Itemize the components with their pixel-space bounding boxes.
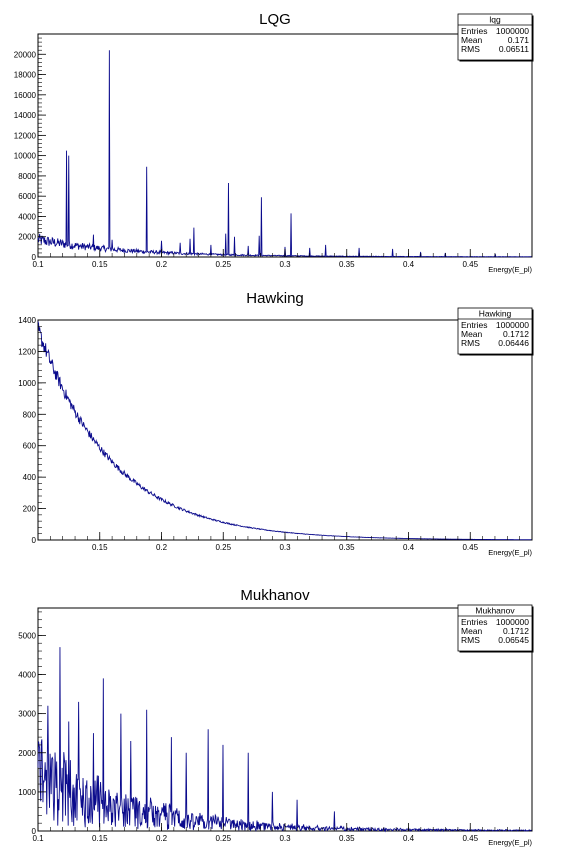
y-tick-label: 10000 — [14, 152, 37, 161]
x-tick-label: 0.45 — [462, 260, 478, 269]
y-tick-label: 16000 — [14, 91, 37, 100]
x-tick-label: 0.2 — [156, 260, 168, 269]
y-tick-label: 0 — [32, 253, 37, 262]
x-tick-label: 0.4 — [403, 260, 415, 269]
stats-name: Hawking — [479, 309, 512, 319]
histogram-series-mukhanov — [37, 647, 532, 833]
histogram-series-hawking — [37, 321, 532, 541]
stats-entries-label: Entries — [461, 26, 487, 36]
x-tick-label: 0.35 — [339, 834, 355, 843]
stats-entries-value: 1000000 — [496, 617, 529, 627]
chart-title: Hawking — [246, 290, 304, 307]
x-tick-label: 0.35 — [339, 543, 355, 552]
stats-mean-value: 0.1712 — [503, 626, 529, 636]
x-axis-label: Energy(E_pl) — [488, 548, 532, 557]
y-tick-label: 14000 — [14, 111, 37, 120]
stats-rms-value: 0.06545 — [498, 635, 529, 645]
x-tick-label: 0.35 — [339, 260, 355, 269]
stats-rms-label: RMS — [461, 635, 480, 645]
stats-mean-value: 0.171 — [508, 35, 530, 45]
histogram-panel-hawking: 0 200 400 600 800 1000 1200 1400 0.15 0.2 0.25 0.3 0… — [18, 290, 534, 557]
stats-name: Mukhanov — [475, 606, 515, 616]
y-tick-label: 1400 — [18, 316, 36, 325]
histogram-panel-lqg: 0 2000 4000 6000 8000 10000 12000 14000 16000 180… — [14, 11, 534, 274]
y-tick-label: 5000 — [18, 631, 36, 640]
stats-box — [457, 307, 533, 355]
stats-rms-value: 0.06446 — [498, 338, 529, 348]
x-tick-label: 0.3 — [279, 834, 291, 843]
y-tick-label: 1000 — [18, 788, 36, 797]
x-tick-label: 0.3 — [279, 543, 291, 552]
stats-mean-value: 0.1712 — [503, 329, 529, 339]
stats-mean-label: Mean — [461, 35, 483, 45]
chart-title: Mukhanov — [240, 587, 310, 604]
y-tick-label: 8000 — [18, 172, 36, 181]
y-tick-label: 2000 — [18, 749, 36, 758]
y-tick-label: 200 — [23, 505, 37, 514]
y-tick-label: 6000 — [18, 192, 36, 201]
x-tick-label: 0.2 — [156, 834, 168, 843]
x-tick-label: 0.45 — [462, 834, 478, 843]
stats-mean-label: Mean — [461, 329, 483, 339]
y-tick-label: 800 — [23, 410, 37, 419]
x-tick-label: 0.25 — [215, 543, 231, 552]
x-tick-label: 0.1 — [32, 834, 44, 843]
stats-box — [457, 604, 533, 652]
x-tick-label: 0.15 — [92, 834, 108, 843]
y-tick-label: 18000 — [14, 71, 37, 80]
y-tick-label: 4000 — [18, 212, 36, 221]
y-tick-label: 1000 — [18, 379, 36, 388]
y-tick-label: 400 — [23, 473, 37, 482]
chart-title: LQG — [259, 11, 291, 28]
x-axis-label: Energy(E_pl) — [488, 838, 532, 847]
stats-entries-label: Entries — [461, 320, 487, 330]
stats-box — [457, 13, 533, 61]
histogram-panel-mukhanov: 0 1000 2000 3000 4000 5000 0.1 0.15 0.2 0.25 0.3 0.… — [18, 587, 534, 847]
y-tick-label: 0 — [32, 536, 37, 545]
x-tick-label: 0.15 — [92, 543, 108, 552]
x-tick-label: 0.4 — [403, 834, 415, 843]
x-tick-label: 0.25 — [215, 260, 231, 269]
y-tick-label: 4000 — [18, 671, 36, 680]
stats-mean-label: Mean — [461, 626, 483, 636]
x-tick-label: 0.25 — [215, 834, 231, 843]
stats-rms-value: 0.06511 — [499, 44, 529, 54]
y-tick-label: 3000 — [18, 710, 36, 719]
y-tick-label: 2000 — [18, 233, 36, 242]
x-tick-label: 0.45 — [462, 543, 478, 552]
plot-frame — [37, 33, 533, 258]
y-tick-label: 12000 — [14, 131, 37, 140]
x-tick-label: 0.2 — [156, 543, 168, 552]
stats-name: lqg — [489, 15, 501, 25]
stats-entries-value: 1000000 — [496, 320, 529, 330]
y-tick-label: 20000 — [14, 50, 37, 59]
x-tick-label: 0.3 — [279, 260, 291, 269]
stats-entries-value: 1000000 — [496, 26, 529, 36]
stats-entries-label: Entries — [461, 617, 487, 627]
y-tick-label: 1200 — [18, 347, 36, 356]
stats-rms-label: RMS — [461, 338, 480, 348]
x-tick-label: 0.1 — [32, 260, 44, 269]
x-axis-label: Energy(E_pl) — [488, 265, 532, 274]
y-tick-label: 600 — [23, 442, 37, 451]
y-tick-label: 0 — [32, 827, 37, 836]
stats-rms-label: RMS — [461, 44, 480, 54]
x-tick-label: 0.15 — [92, 260, 108, 269]
x-tick-label: 0.4 — [403, 543, 415, 552]
histogram-series-lqg — [37, 50, 532, 258]
